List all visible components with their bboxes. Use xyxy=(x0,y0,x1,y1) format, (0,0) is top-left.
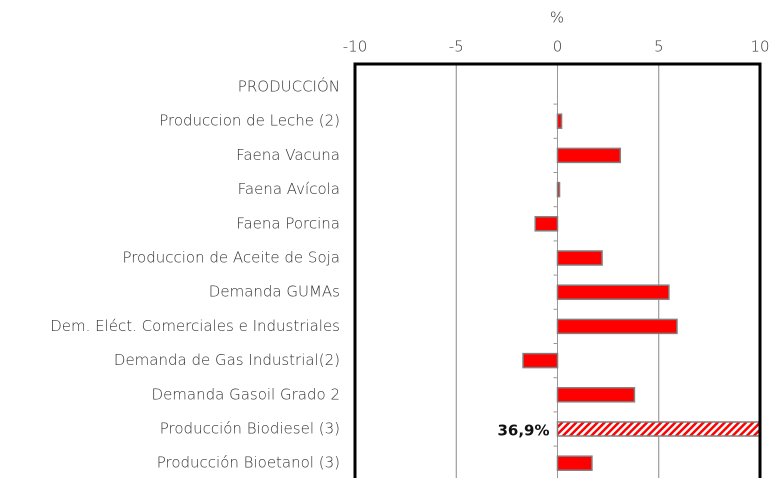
x-tick-label: 5 xyxy=(654,38,664,56)
bar xyxy=(556,250,603,266)
y-tick-label: Dem. Eléct. Comerciales e Industriales xyxy=(50,317,340,335)
y-tick-label: Producción Bioetanol (3) xyxy=(157,454,340,472)
x-tick-label: -5 xyxy=(449,38,464,56)
plot-frame xyxy=(353,62,762,478)
bars xyxy=(522,113,759,471)
x-axis-label: % xyxy=(550,9,564,27)
x-tick-label: 0 xyxy=(553,38,563,56)
x-tick-label: 10 xyxy=(750,38,769,56)
y-tick-label: Faena Porcina xyxy=(236,214,340,232)
bar xyxy=(556,181,561,198)
bar xyxy=(556,147,622,164)
y-tick-label: Producción Biodiesel (3) xyxy=(160,420,340,438)
bar xyxy=(556,318,678,335)
y-tick-label: Faena Avícola xyxy=(238,180,340,198)
y-tick-label: Produccion de Leche (2) xyxy=(159,112,340,130)
bar xyxy=(556,455,593,471)
x-tick-label: -10 xyxy=(343,38,368,56)
bar xyxy=(534,216,559,232)
y-tick-label: Demanda de Gas Industrial(2) xyxy=(114,351,340,369)
y-tick-label: PRODUCCIÓN xyxy=(238,77,340,96)
y-tick-label: Faena Vacuna xyxy=(236,146,340,164)
y-tick-label: Demanda Gasoil Grado 2 xyxy=(152,385,340,403)
bar xyxy=(556,421,759,437)
data-label: 36,9% xyxy=(497,422,549,440)
bar xyxy=(556,284,670,300)
bar xyxy=(556,387,636,403)
bar xyxy=(556,113,563,129)
y-tick-label: Produccion de Aceite de Soja xyxy=(122,249,340,267)
y-tick-label: Demanda GUMAs xyxy=(209,283,340,301)
bar xyxy=(522,352,559,369)
